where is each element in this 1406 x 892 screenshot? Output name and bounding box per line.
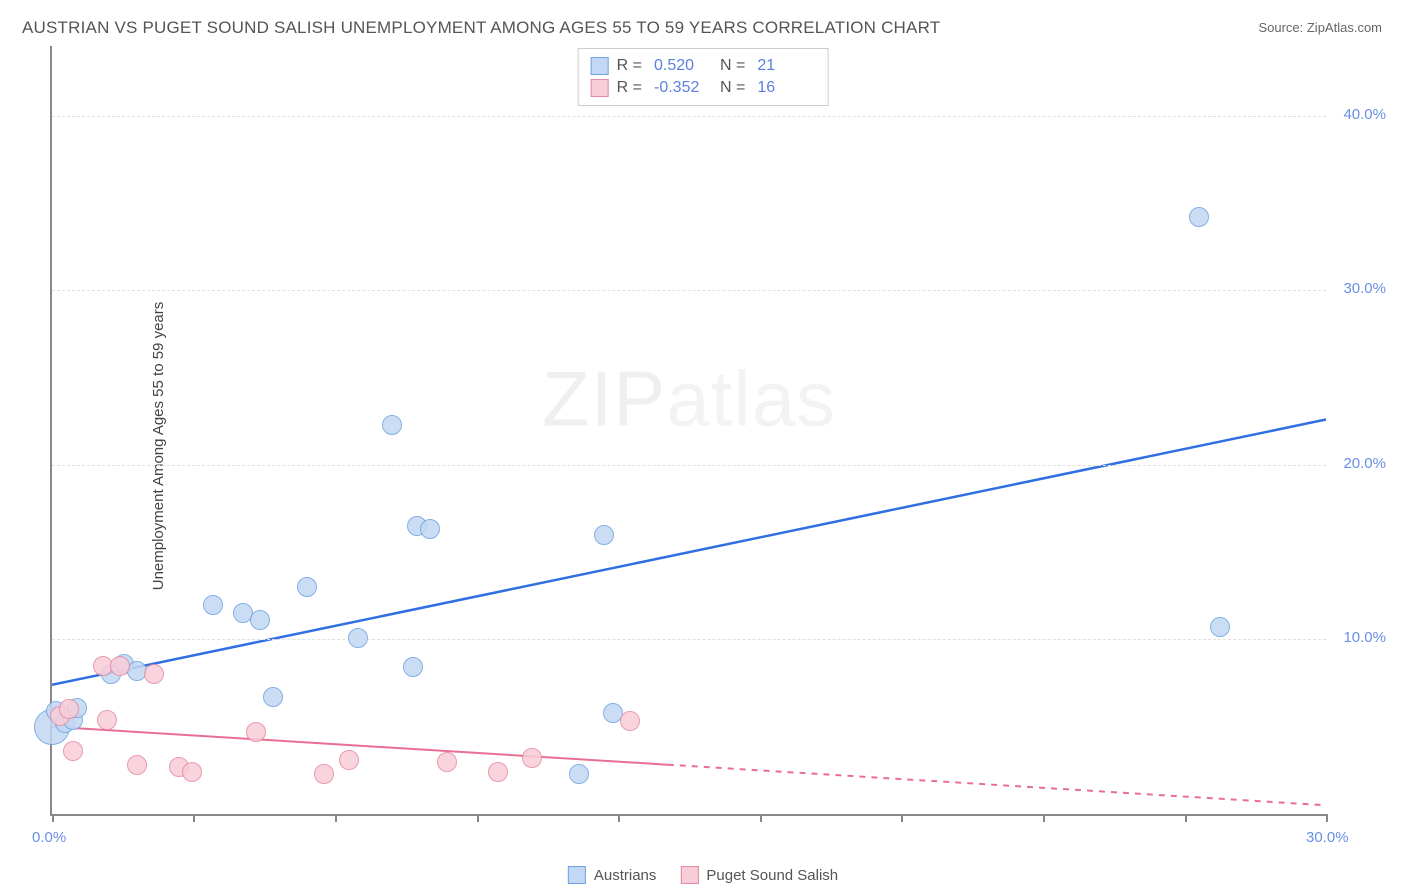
- legend-row: R = -0.352 N = 16: [591, 77, 816, 99]
- scatter-point: [250, 610, 270, 630]
- watermark: ZIPatlas: [542, 354, 836, 445]
- scatter-point: [348, 628, 368, 648]
- legend-n-value: 16: [757, 77, 815, 99]
- scatter-point: [246, 722, 266, 742]
- gridline: [52, 465, 1326, 466]
- x-tick: [901, 814, 903, 822]
- legend-r-value: -0.352: [654, 77, 712, 99]
- scatter-point: [1210, 617, 1230, 637]
- y-tick-label: 30.0%: [1343, 280, 1386, 297]
- legend-swatch: [591, 79, 609, 97]
- gridline: [52, 639, 1326, 640]
- scatter-point: [339, 750, 359, 770]
- legend-item: Puget Sound Salish: [680, 866, 838, 884]
- legend-n-label: N =: [720, 77, 745, 99]
- scatter-point: [297, 577, 317, 597]
- x-tick: [618, 814, 620, 822]
- x-tick: [1043, 814, 1045, 822]
- x-tick: [760, 814, 762, 822]
- y-tick-label: 40.0%: [1343, 106, 1386, 123]
- chart-title: AUSTRIAN VS PUGET SOUND SALISH UNEMPLOYM…: [22, 18, 940, 38]
- scatter-point: [620, 711, 640, 731]
- scatter-point: [522, 748, 542, 768]
- x-tick-label: 30.0%: [1306, 829, 1349, 846]
- gridline: [52, 290, 1326, 291]
- scatter-point: [403, 657, 423, 677]
- x-tick: [335, 814, 337, 822]
- watermark-bold: ZIP: [542, 355, 666, 443]
- y-tick-label: 10.0%: [1343, 629, 1386, 646]
- x-tick: [193, 814, 195, 822]
- legend-r-label: R =: [617, 55, 642, 77]
- legend-r-label: R =: [617, 77, 642, 99]
- source-label: Source: ZipAtlas.com: [1258, 20, 1382, 35]
- legend-n-label: N =: [720, 55, 745, 77]
- scatter-point: [488, 762, 508, 782]
- legend-r-value: 0.520: [654, 55, 712, 77]
- x-tick: [1326, 814, 1328, 822]
- scatter-point: [63, 741, 83, 761]
- legend-item: Austrians: [568, 866, 657, 884]
- trend-lines: [52, 46, 1326, 814]
- legend-swatch: [568, 866, 586, 884]
- scatter-point: [263, 687, 283, 707]
- scatter-point: [127, 755, 147, 775]
- correlation-legend: R = 0.520 N = 21 R = -0.352 N = 16: [578, 48, 829, 106]
- scatter-point: [569, 764, 589, 784]
- scatter-point: [59, 699, 79, 719]
- scatter-point: [97, 710, 117, 730]
- plot-area: ZIPatlas 10.0%20.0%30.0%40.0%0.0%30.0%: [50, 46, 1326, 816]
- legend-series-label: Puget Sound Salish: [706, 867, 838, 884]
- x-tick: [52, 814, 54, 822]
- watermark-thin: atlas: [666, 355, 836, 443]
- scatter-point: [203, 595, 223, 615]
- scatter-point: [594, 525, 614, 545]
- scatter-point: [314, 764, 334, 784]
- scatter-point: [420, 519, 440, 539]
- scatter-point: [144, 664, 164, 684]
- gridline: [52, 116, 1326, 117]
- scatter-point: [110, 656, 130, 676]
- legend-n-value: 21: [757, 55, 815, 77]
- legend-series-label: Austrians: [594, 867, 657, 884]
- x-tick-label: 0.0%: [32, 829, 66, 846]
- x-tick: [477, 814, 479, 822]
- legend-swatch: [680, 866, 698, 884]
- x-tick: [1185, 814, 1187, 822]
- series-legend: Austrians Puget Sound Salish: [568, 866, 838, 884]
- scatter-point: [437, 752, 457, 772]
- legend-swatch: [591, 57, 609, 75]
- scatter-point: [382, 415, 402, 435]
- scatter-point: [182, 762, 202, 782]
- y-tick-label: 20.0%: [1343, 455, 1386, 472]
- scatter-point: [1189, 207, 1209, 227]
- legend-row: R = 0.520 N = 21: [591, 55, 816, 77]
